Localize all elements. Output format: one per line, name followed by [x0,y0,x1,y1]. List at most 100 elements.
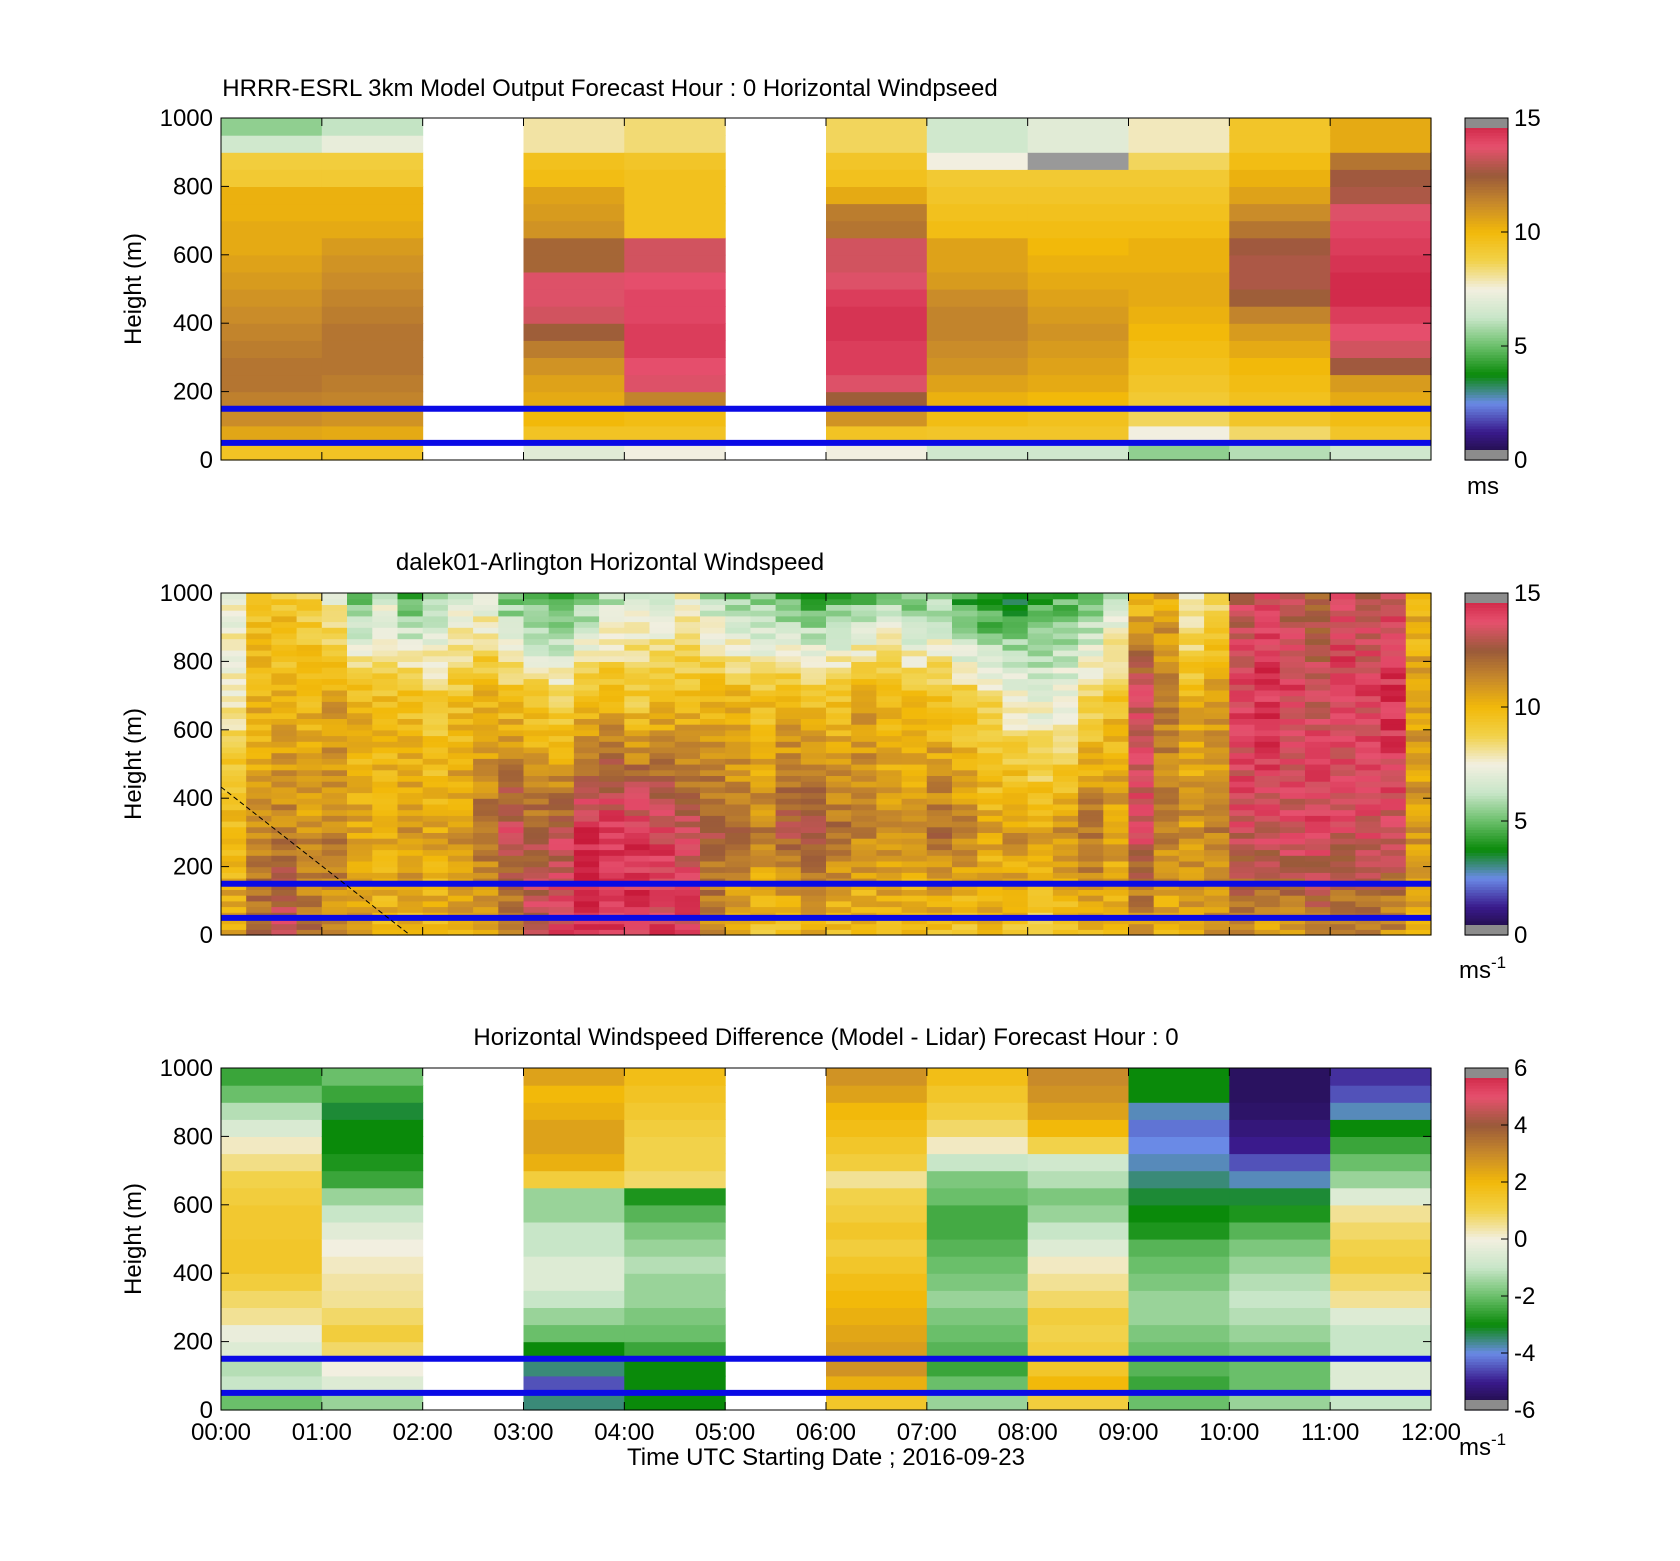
heatmap-cell [624,826,651,833]
heatmap-cell [1279,838,1306,845]
heatmap-cell [1002,849,1029,856]
heatmap-cell [1305,615,1331,623]
panel-difference-colorbar-unit-base: ms [1459,1434,1491,1461]
heatmap-cell [397,803,424,811]
heatmap-cell [851,809,877,816]
heatmap-cell [1229,764,1256,771]
colorbar-swatch [1465,214,1508,219]
heatmap-cell [1078,627,1104,634]
heatmap-cell [498,604,525,611]
heatmap-cell [674,821,701,828]
heatmap-cell [1002,724,1029,731]
heatmap-cell [1229,1239,1331,1257]
heatmap-cell [624,849,651,856]
heatmap-cell [800,929,827,936]
heatmap-cell [674,781,701,788]
heatmap-cell [271,860,298,868]
heatmap-cell [347,843,373,851]
heatmap-cell [1002,746,1029,754]
heatmap-cell [1204,667,1230,674]
colorbar-swatch [1465,303,1508,307]
heatmap-cell [1027,718,1054,725]
heatmap-cell [826,627,852,634]
heatmap-cell [321,323,424,341]
heatmap-cell [473,593,499,600]
heatmap-cell [548,889,575,896]
heatmap-cell [397,701,424,708]
heatmap-cell [447,798,474,805]
heatmap-cell [1305,610,1331,617]
heatmap-cell [1002,821,1029,828]
heatmap-cell [700,781,726,788]
heatmap-cell [347,689,373,697]
heatmap-cell [1254,627,1281,634]
heatmap-cell [1052,792,1079,799]
heatmap-cell [1254,638,1281,645]
colorbar-tick-label: 4 [1514,1112,1527,1139]
heatmap-cell [977,889,1004,896]
heatmap-cell [1355,786,1382,794]
heatmap-cell [523,1375,625,1394]
heatmap-cell [1027,764,1054,771]
colorbar-swatch [1465,630,1508,634]
heatmap-cell [700,866,726,873]
heatmap-cell [1002,889,1029,896]
heatmap-cell [1229,798,1256,805]
heatmap-cell [271,781,298,788]
heatmap-cell [321,1392,424,1411]
heatmap-cell [397,758,424,765]
heatmap-cell [321,906,348,913]
heatmap-cell [372,604,399,611]
heatmap-cell [1153,798,1180,805]
heatmap-cell [422,701,449,708]
heatmap-cell [397,929,424,936]
heatmap-cell [422,684,449,691]
heatmap-cell [1178,815,1205,822]
heatmap-cell [926,425,1029,444]
heatmap-cell [1229,271,1331,290]
heatmap-cell [321,610,348,617]
colorbar-swatch [1465,712,1508,717]
heatmap-cell [347,860,373,868]
colorbar-swatch [1465,1088,1508,1092]
heatmap-cell [725,621,751,628]
heatmap-cell [1128,593,1155,600]
heatmap-cell [926,1324,1029,1343]
heatmap-cell [1405,752,1432,759]
heatmap-cell [901,741,928,748]
heatmap-cell [321,826,348,833]
colorbar-swatch [1465,1264,1508,1269]
heatmap-cell [1027,1239,1130,1257]
heatmap-cell [1229,655,1256,662]
heatmap-cell [1305,895,1331,902]
heatmap-cell [977,758,1004,765]
heatmap-cell [599,729,625,737]
colorbar-swatch [1465,440,1508,444]
heatmap-cell [372,826,399,833]
heatmap-cell [1153,695,1180,702]
colorbar-swatch [1465,1293,1508,1297]
heatmap-cell [221,809,247,816]
heatmap-cell [397,889,424,896]
heatmap-cell [674,764,701,771]
heatmap-cell [473,610,499,617]
heatmap-cell [271,826,298,833]
heatmap-cell [826,1375,928,1394]
heatmap-cell [498,627,525,634]
colorbar-swatch [1465,667,1508,671]
heatmap-cell [1380,735,1407,742]
heatmap-cell [700,843,726,851]
colorbar-swatch [1465,334,1508,338]
heatmap-cell [321,306,424,324]
colorbar-swatch [1465,434,1508,438]
heatmap-cell [321,752,348,759]
colorbar-swatch [1465,826,1508,831]
colorbar-swatch [1465,1244,1508,1249]
heatmap-cell [826,169,928,187]
heatmap-cell [1153,604,1180,611]
heatmap-cell [800,655,827,662]
heatmap-cell [1002,741,1029,748]
heatmap-cell [800,758,827,765]
heatmap-cell [321,860,348,868]
heatmap-cell [826,391,928,410]
